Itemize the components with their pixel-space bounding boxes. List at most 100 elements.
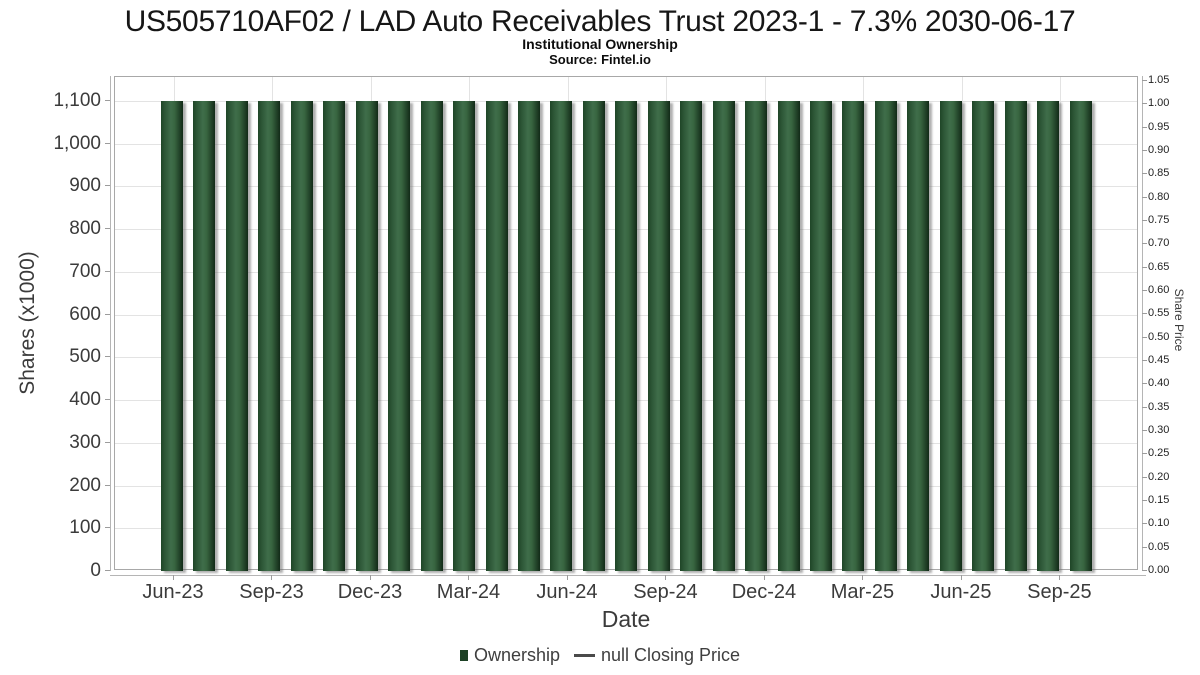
y-axis-line <box>110 76 111 571</box>
v-gridline <box>1060 77 1062 569</box>
x-tick-label: Jun-25 <box>930 581 992 603</box>
y2-tick <box>1142 360 1147 361</box>
x-tick <box>665 575 667 580</box>
y-tick-label: 200 <box>69 474 101 496</box>
y-tick-label: 1,000 <box>53 132 101 154</box>
y-tick <box>105 527 110 529</box>
y-tick-label: 0 <box>90 560 101 581</box>
y2-tick-label: 0.05 <box>1148 540 1170 553</box>
y2-tick-label: 0.55 <box>1148 307 1170 320</box>
y-tick-label: 500 <box>69 346 101 368</box>
y2-tick-label: 0.25 <box>1148 447 1170 460</box>
ownership-bar <box>582 101 605 571</box>
x-tick-label: Sep-23 <box>239 581 304 603</box>
x-tick <box>763 575 765 580</box>
ownership-bar <box>420 101 443 571</box>
ownership-bar <box>745 101 768 571</box>
y2-tick <box>1142 173 1147 175</box>
ownership-bar <box>453 101 476 571</box>
y-tick <box>105 570 110 571</box>
y2-tick-label: 0.50 <box>1148 330 1170 343</box>
y2-tick-label: 0.80 <box>1148 190 1170 203</box>
y-tick-label: 700 <box>69 260 101 282</box>
y2-tick-label: 0.20 <box>1148 470 1170 483</box>
x-tick-label: Jun-23 <box>142 581 204 603</box>
ownership-bar <box>1004 101 1027 571</box>
y-tick <box>105 441 110 443</box>
y-tick-label: 1,100 <box>53 90 101 111</box>
y-tick <box>105 185 110 187</box>
x-tick <box>271 575 273 580</box>
y2-tick <box>1142 313 1147 315</box>
legend-item-ownership: Ownership <box>459 645 560 666</box>
ownership-bar <box>193 101 216 571</box>
y2-tick-label: 0.60 <box>1148 284 1170 296</box>
y2-tick <box>1142 290 1147 291</box>
y-tick <box>105 142 110 144</box>
y2-tick <box>1142 500 1147 501</box>
legend-item-closing-price: null Closing Price <box>573 645 740 666</box>
y-tick <box>105 270 110 272</box>
plot-area <box>114 76 1138 571</box>
x-tick-label: Dec-24 <box>731 581 797 603</box>
ownership-bar <box>258 101 281 571</box>
chart-title: US505710AF02 / LAD Auto Receivables Trus… <box>124 5 1076 38</box>
ownership-bar <box>907 101 930 571</box>
x-tick <box>1059 575 1061 580</box>
ownership-bar <box>647 101 670 571</box>
x-tick-label: Sep-25 <box>1027 581 1092 603</box>
y2-tick-label: 1.00 <box>1148 97 1170 110</box>
y-tick <box>105 100 110 101</box>
y2-tick-label: 0.95 <box>1148 120 1170 133</box>
ownership-bar <box>939 101 962 571</box>
y2-tick <box>1142 546 1147 548</box>
y2-tick <box>1142 383 1147 385</box>
x-tick-label: Jun-24 <box>536 581 598 603</box>
ownership-bar <box>517 101 540 571</box>
y2-tick-label: 0.00 <box>1148 564 1170 576</box>
y-axis-title: Shares (x1000) <box>16 251 39 395</box>
y2-tick <box>1142 103 1147 105</box>
v-gridline <box>961 77 963 569</box>
ownership-bar <box>680 101 703 571</box>
y-tick <box>105 313 110 315</box>
y2-tick <box>1142 453 1147 455</box>
x-axis-title: Date <box>601 606 651 632</box>
ownership-bar <box>615 101 638 571</box>
y2-tick <box>1142 126 1147 128</box>
ownership-bar <box>810 101 832 571</box>
ownership-bar <box>550 101 573 571</box>
y2-axis-title: Share Price <box>1172 288 1186 352</box>
ownership-bar <box>842 101 865 571</box>
ownership-bar <box>290 101 313 571</box>
y2-tick <box>1142 220 1147 221</box>
y-tick-label: 600 <box>69 303 101 325</box>
y-tick-label: 900 <box>69 175 101 197</box>
y2-tick-label: 0.70 <box>1148 237 1170 250</box>
legend-label-ownership: Ownership <box>473 645 560 665</box>
ownership-bar <box>874 101 897 571</box>
y-tick <box>105 399 110 401</box>
x-axis-line <box>110 575 1146 576</box>
y-tick <box>105 356 110 358</box>
y2-tick <box>1142 266 1147 268</box>
y2-tick <box>1142 243 1147 245</box>
y2-tick <box>1142 430 1147 431</box>
y2-tick <box>1142 523 1147 525</box>
ownership-bar <box>712 101 735 571</box>
y2-tick-label: 0.35 <box>1148 400 1170 413</box>
y2-tick <box>1142 406 1147 408</box>
y2-tick <box>1142 150 1147 151</box>
y2-tick <box>1142 196 1147 198</box>
chart-source: Source: Fintel.io <box>549 52 651 67</box>
ownership-bar <box>485 101 508 571</box>
ownership-bar <box>355 101 378 571</box>
ownership-bar <box>777 101 800 571</box>
y2-tick-label: 0.85 <box>1148 167 1170 180</box>
ownership-swatch-icon <box>459 650 468 661</box>
y2-tick-label: 0.40 <box>1148 377 1170 390</box>
y-tick <box>105 228 110 230</box>
x-tick <box>369 575 371 580</box>
x-tick <box>566 575 568 580</box>
